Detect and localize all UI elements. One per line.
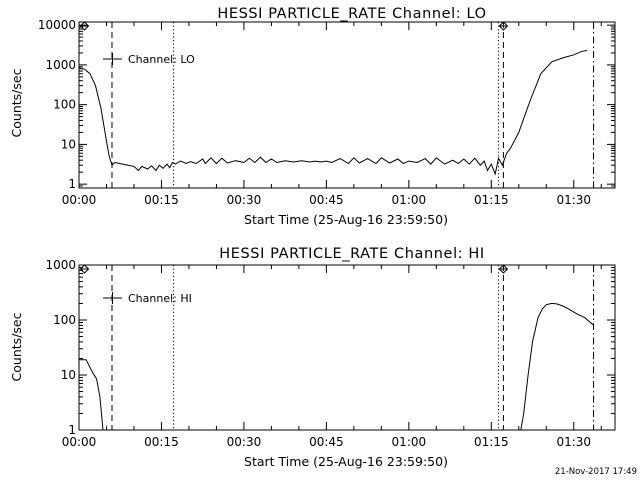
x-tick-label: 00:15 xyxy=(144,435,179,449)
chart-panel-hi: HESSI PARTICLE_RATE Channel: HI Counts/s… xyxy=(9,246,616,469)
plot-area: 00:00 00:15 00:30 00:45 01:00 01:15 01:30 1 10 10… xyxy=(45,258,616,449)
x-tick-label: 01:00 xyxy=(392,435,427,449)
y-tick-label: 10000 xyxy=(38,18,76,32)
y-tick-label: 1000 xyxy=(45,258,76,272)
y-tick-label: 1 xyxy=(68,423,76,437)
series-line-channel-hi-segment-1 xyxy=(520,302,594,430)
y-tick-label: 1000 xyxy=(45,58,76,72)
chart-title: HESSI PARTICLE_RATE Channel: HI xyxy=(219,246,485,262)
y-tick-label: 100 xyxy=(53,98,76,112)
x-tick-label: 00:45 xyxy=(309,435,344,449)
x-tick-label: 00:45 xyxy=(309,193,344,207)
x-tick-label: 00:30 xyxy=(227,435,262,449)
x-tick-label: 00:15 xyxy=(144,193,179,207)
y-tick-label: 1 xyxy=(68,177,76,191)
series-line-channel-lo xyxy=(79,50,588,176)
y-tick-label: 10 xyxy=(61,137,76,151)
legend: Channel: LO xyxy=(103,53,195,66)
chart-panel-lo: HESSI PARTICLE_RATE Channel: LO Counts/s… xyxy=(9,6,616,227)
footer-timestamp: 21-Nov-2017 17:49 xyxy=(555,467,637,477)
x-tick-label: 01:00 xyxy=(392,193,427,207)
y-tick-label: 100 xyxy=(53,313,76,327)
x-tick-label: 01:15 xyxy=(474,193,509,207)
x-tick-label: 00:30 xyxy=(227,193,262,207)
x-tick-label: 00:00 xyxy=(62,193,97,207)
plot-area: 00:00 00:15 00:30 00:45 01:00 01:15 01:30 1 10 10… xyxy=(38,18,616,207)
y-tick-label: 10 xyxy=(61,368,76,382)
x-axis-label: Start Time (25-Aug-16 23:59:50) xyxy=(244,212,448,227)
x-tick-label: 01:30 xyxy=(556,193,591,207)
y-axis-label: Counts/sec xyxy=(9,312,24,381)
axes-frame xyxy=(78,264,616,431)
y-axis-label: Counts/sec xyxy=(9,68,24,137)
legend-label: Channel: LO xyxy=(128,53,195,66)
x-tick-label: 01:15 xyxy=(474,435,509,449)
x-axis-label: Start Time (25-Aug-16 23:59:50) xyxy=(244,454,448,469)
legend-label: Channel: HI xyxy=(128,292,192,305)
x-tick-label: 01:30 xyxy=(556,435,591,449)
x-tick-label: 00:00 xyxy=(62,435,97,449)
chart-title: HESSI PARTICLE_RATE Channel: LO xyxy=(217,6,486,22)
legend: Channel: HI xyxy=(103,292,192,305)
series-line-channel-hi-segment-0 xyxy=(79,359,104,430)
